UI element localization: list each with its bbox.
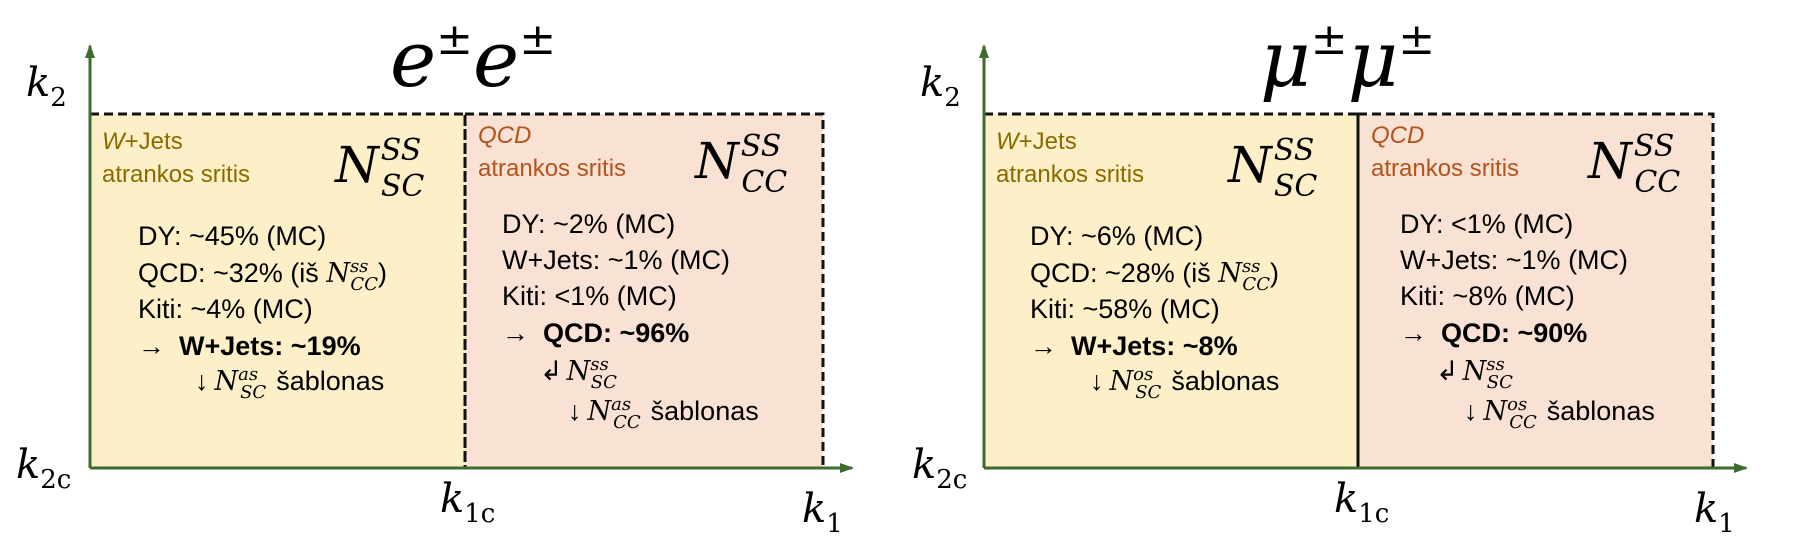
y-cut-label: k2c [16,442,71,495]
wjets-line-dy: DY: ~6% (MC) [1030,221,1203,251]
y-axis-label: k2 [26,60,67,113]
panel-mumu: μ±μ± k2 k2c k1c k1 W+Jets atrankos sriti… [912,14,1748,539]
qcd-line-dy: DY: ~2% (MC) [502,209,675,239]
qcd-region-title: QCD [1371,122,1424,149]
wjets-line-qcd: QCD: ~32% (iš Nss CC) [138,256,387,295]
x-cut-label: k1c [1334,476,1389,529]
wjets-region [90,114,465,468]
qcd-result: → QCD: ~90% [1400,318,1587,348]
qcd-region [1358,114,1713,468]
qcd-line-other: Kiti: ~8% (MC) [1400,281,1575,311]
qcd-hook: ↲ Nss SC [1436,354,1513,393]
y-axis-label: k2 [920,60,961,113]
qcd-line-wjets: W+Jets: ~1% (MC) [1400,245,1628,275]
qcd-line-other: Kiti: <1% (MC) [502,281,677,311]
wjets-template: ↓ Nos SC šablonas [1090,364,1279,403]
wjets-result: → W+Jets: ~19% [138,331,361,361]
wjets-region-subtitle: atrankos sritis [996,161,1144,188]
wjets-n-symbol: NSS SC [334,133,424,204]
n-symbol-inline: N [1217,258,1243,289]
panel-ee: e±e± k2 k2c k1c k1 W+Jets atrankos sriti… [16,14,854,539]
wjets-line-qcd: QCD: ~28% (iš Nss CC) [1030,256,1279,295]
wjets-line-dy: DY: ~45% (MC) [138,221,326,251]
panel-title: μ±μ± [1260,14,1435,105]
qcd-result: → QCD: ~96% [502,318,689,348]
y-cut-label: k2c [912,442,967,495]
qcd-n-symbol: NSS CC [1587,129,1680,200]
n-symbol-inline: N [325,258,351,289]
qcd-line-wjets: W+Jets: ~1% (MC) [502,245,730,275]
qcd-template: ↓ Nos CC šablonas [1464,394,1655,433]
wjets-n-symbol: NSS SC [1227,133,1317,204]
qcd-region-subtitle: atrankos sritis [1371,155,1519,182]
wjets-line-other: Kiti: ~4% (MC) [138,294,313,324]
panel-title: e±e± [390,14,556,105]
wjets-region-subtitle: atrankos sritis [102,161,250,188]
qcd-hook: ↲ Nss SC [540,354,617,393]
qcd-region-title: QCD [478,122,531,149]
wjets-region-title: W+Jets [996,128,1077,155]
wjets-template: ↓ Nas SC šablonas [195,364,384,403]
qcd-region-subtitle: atrankos sritis [478,155,626,182]
qcd-template: ↓ Nas CC šablonas [568,394,759,433]
wjets-result: → W+Jets: ~8% [1030,331,1238,361]
qcd-n-symbol: NSS CC [694,129,787,200]
x-cut-label: k1c [440,476,495,529]
qcd-line-dy: DY: <1% (MC) [1400,209,1573,239]
wjets-line-other: Kiti: ~58% (MC) [1030,294,1220,324]
x-axis-label: k1 [1694,486,1735,539]
x-axis-label: k1 [802,486,843,539]
wjets-region [984,114,1358,468]
qcd-region [465,114,823,468]
wjets-region-title: W+Jets [102,128,183,155]
